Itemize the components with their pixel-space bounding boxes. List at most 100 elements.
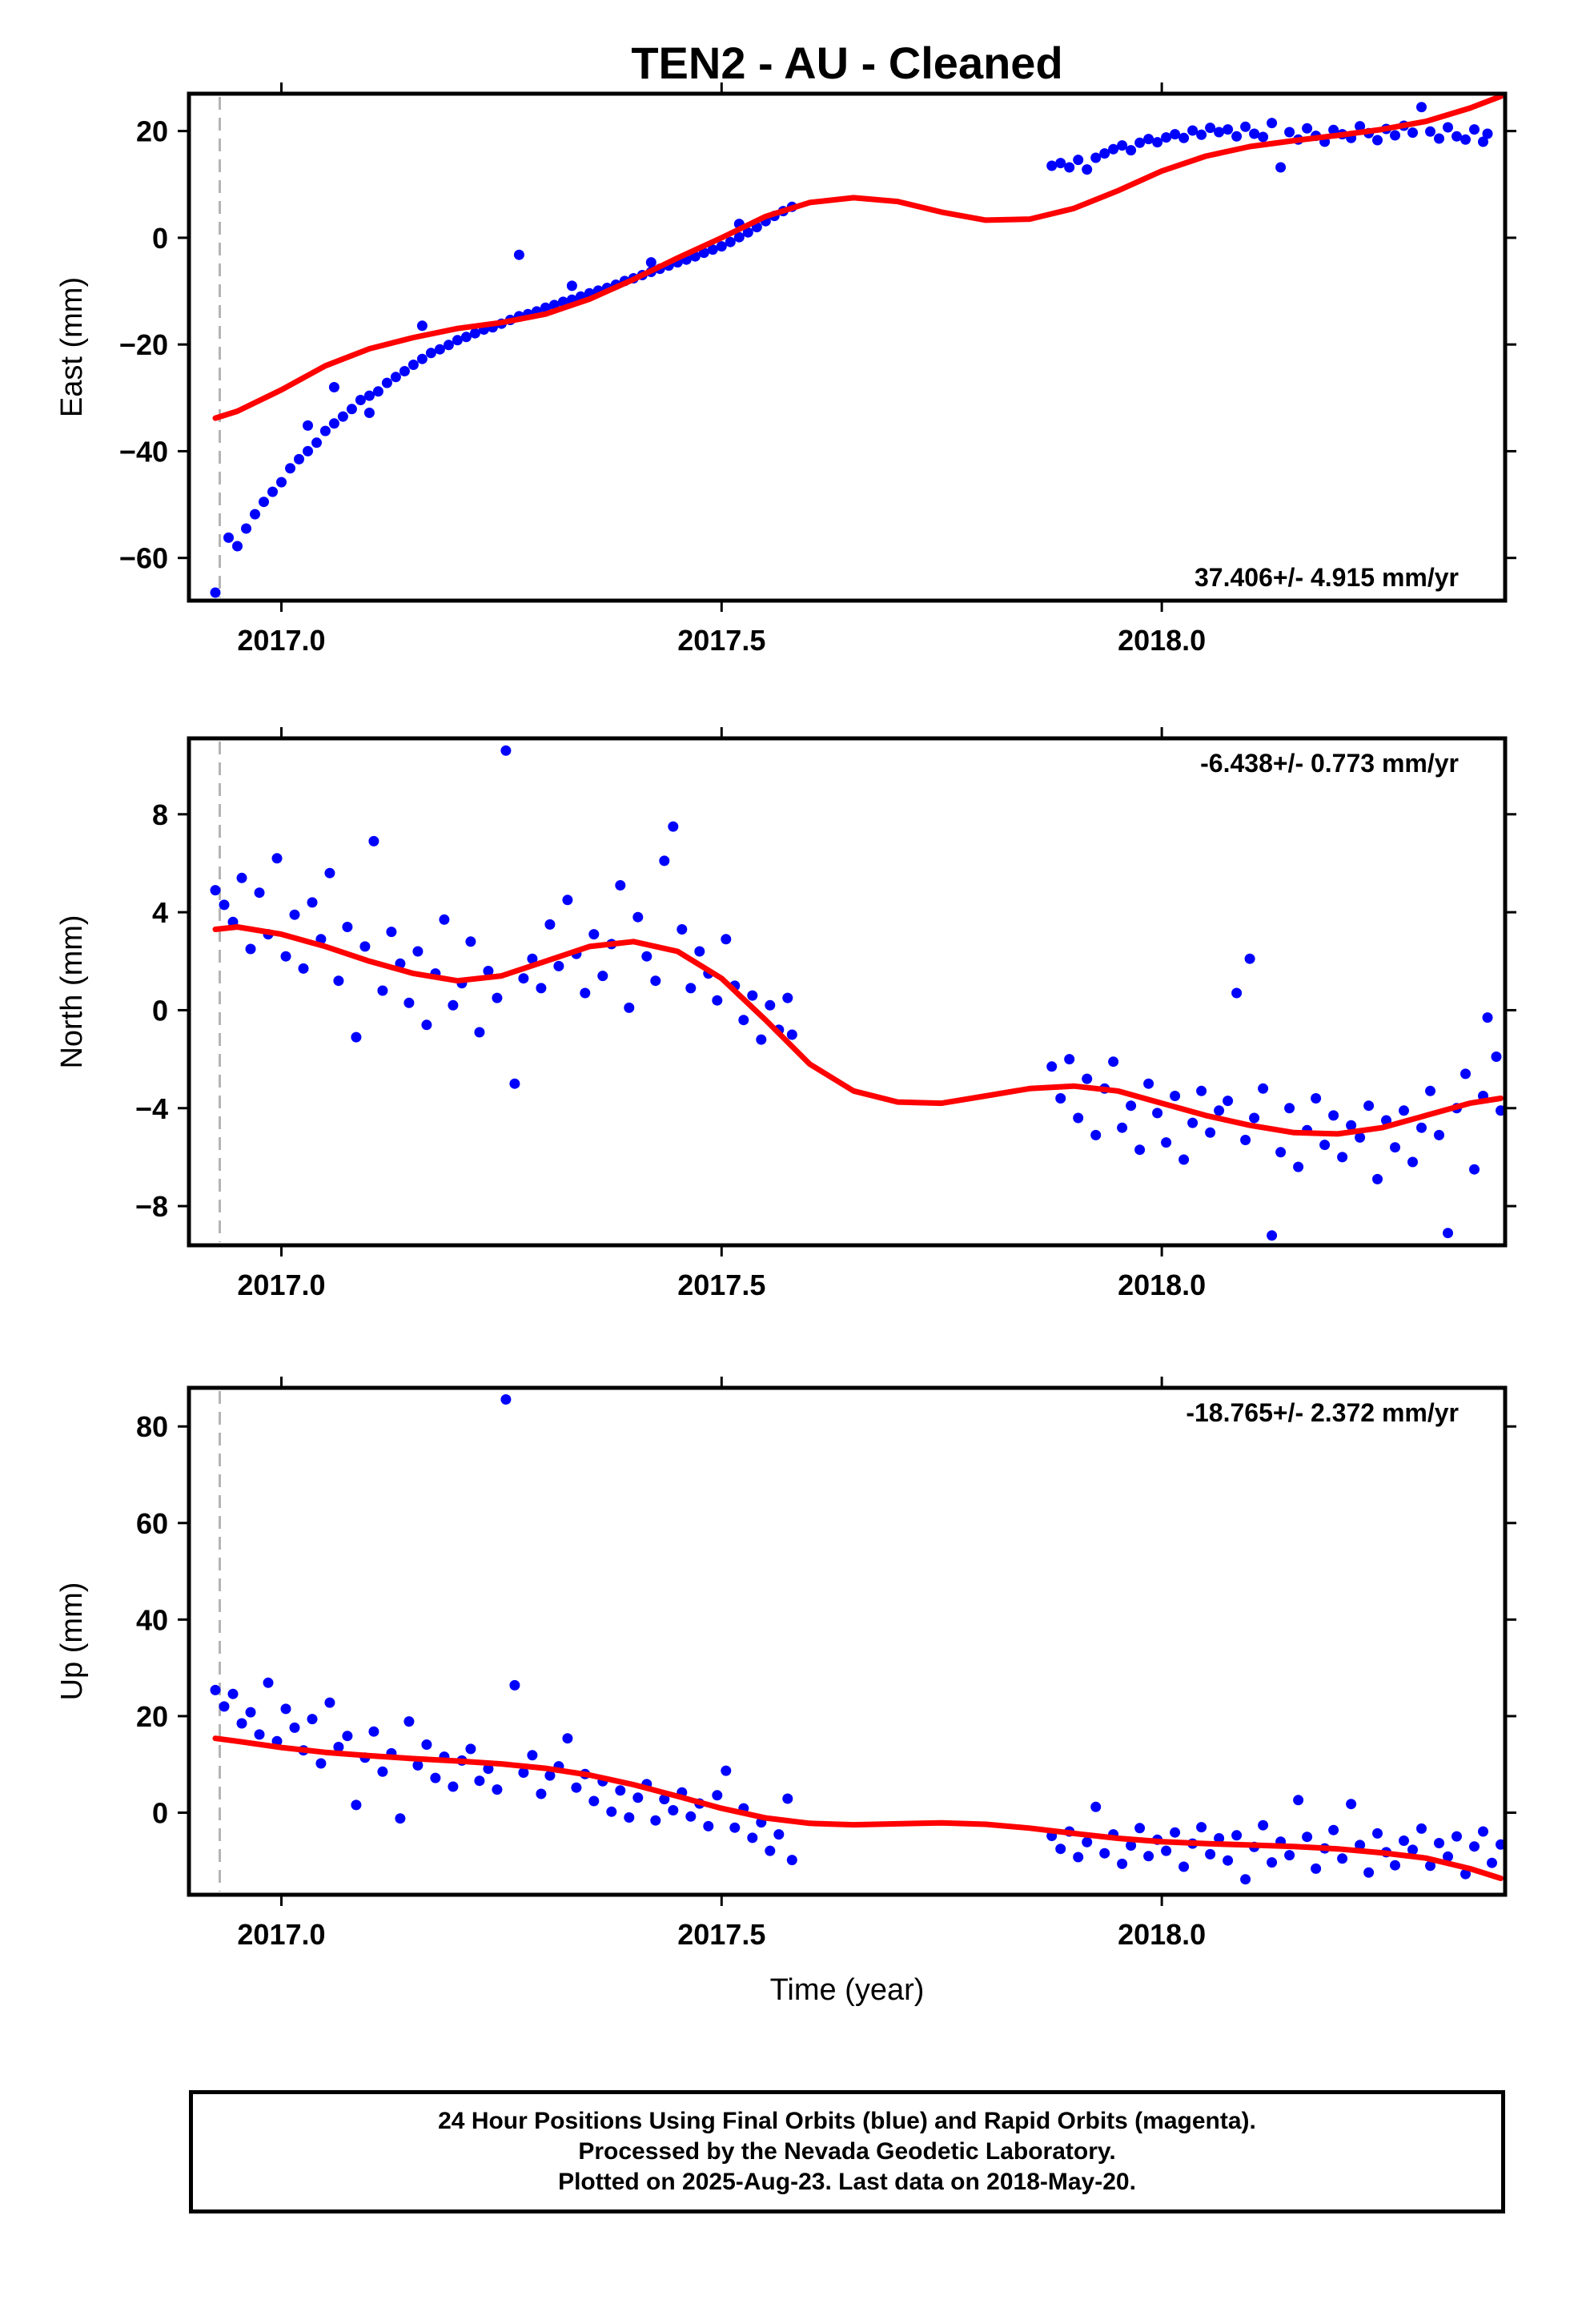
east-data-point <box>346 404 357 415</box>
north-data-point <box>500 745 512 756</box>
up-data-point <box>782 1793 793 1804</box>
up-data-point <box>1073 1852 1084 1863</box>
north-data-point <box>632 911 644 923</box>
panel-north: 2017.0 2017.5 2018.0 −8 −4 0 4 8 North (mm) -6.43… <box>55 727 1516 1301</box>
up-y-tick-label: 0 <box>152 1797 168 1830</box>
east-data-point <box>416 320 428 332</box>
east-data-point <box>311 437 322 448</box>
east-data-point <box>1046 160 1058 171</box>
east-data-point <box>1134 137 1146 148</box>
up-data-point <box>1231 1830 1243 1841</box>
east-frame <box>187 91 1508 603</box>
up-data-point <box>518 1767 529 1778</box>
north-data-point <box>1491 1051 1502 1062</box>
up-data-point <box>1469 1841 1480 1852</box>
up-rate-label: -18.765+/- 2.372 mm/yr <box>1186 1398 1459 1427</box>
north-x-tick-label: 2017.0 <box>237 1269 325 1301</box>
north-data-point <box>1196 1085 1207 1096</box>
up-data-point <box>263 1677 274 1688</box>
north-data-point <box>721 934 732 945</box>
east-data-point <box>355 395 366 405</box>
east-data-point <box>1249 128 1260 139</box>
east-data-point <box>513 249 524 260</box>
north-data-point <box>1152 1108 1163 1119</box>
up-data-point <box>1337 1853 1348 1864</box>
east-data-point <box>1223 124 1234 135</box>
east-data-point <box>1170 129 1181 140</box>
up-data-point <box>1355 1839 1366 1851</box>
north-data-point <box>712 995 723 1006</box>
east-data-point <box>460 332 472 343</box>
up-data-point <box>1416 1823 1427 1834</box>
north-data-point <box>1046 1061 1058 1072</box>
up-data-point <box>1055 1844 1066 1855</box>
east-data-point <box>1482 128 1493 139</box>
up-data-point <box>1223 1855 1234 1866</box>
up-data-point <box>765 1845 776 1856</box>
east-y-tick-label: 0 <box>152 222 168 255</box>
east-data-point <box>390 372 401 383</box>
up-data-point <box>1293 1795 1304 1806</box>
east-data-point <box>1416 102 1427 113</box>
up-data-point <box>659 1794 670 1805</box>
north-data-point <box>641 951 652 962</box>
up-data-point <box>685 1811 697 1822</box>
north-y-tick-label: −8 <box>135 1190 168 1223</box>
footer-line-2: Processed by the Nevada Geodetic Laborat… <box>578 2138 1116 2165</box>
up-y-tick-label: 60 <box>136 1507 168 1540</box>
east-data-point <box>337 411 348 422</box>
north-data-point <box>694 946 705 957</box>
east-data-point <box>434 344 445 355</box>
east-data-point <box>210 587 221 598</box>
up-data-point <box>1328 1824 1339 1835</box>
east-data-point <box>1073 155 1084 166</box>
up-data-point <box>307 1714 318 1725</box>
north-data-point <box>1496 1105 1505 1116</box>
east-data-point <box>319 425 331 436</box>
north-data-point <box>1064 1054 1075 1065</box>
up-data-point <box>1346 1799 1357 1810</box>
up-x-tick-label: 2017.5 <box>677 1918 765 1951</box>
east-data-point <box>1108 143 1119 155</box>
up-data-point <box>1258 1819 1269 1831</box>
east-data-point <box>1478 136 1488 147</box>
up-model-curve <box>212 1735 1504 1881</box>
up-data-point <box>1425 1860 1435 1872</box>
north-data-point <box>615 880 626 891</box>
up-data-point <box>773 1829 785 1840</box>
east-data-point <box>1355 121 1366 132</box>
east-data-point <box>1126 145 1137 156</box>
east-y-axis-label: East (mm) <box>55 277 89 417</box>
north-data-point <box>624 1002 635 1013</box>
north-data-point <box>210 885 221 896</box>
north-data-point <box>747 990 758 1001</box>
up-data-point <box>342 1731 353 1742</box>
north-data-point <box>298 963 309 974</box>
up-data-point <box>465 1743 476 1755</box>
up-data-point <box>500 1394 512 1405</box>
up-data-point <box>615 1785 626 1796</box>
north-data-point <box>307 897 318 908</box>
up-y-tick-label: 20 <box>136 1700 168 1733</box>
east-data-point <box>267 486 278 497</box>
panel-east: 2017.0 2017.5 2018.0 −60 −40 −20 0 20 East (mm) 3… <box>55 82 1516 657</box>
east-x-tick-label: 2017.5 <box>677 624 765 657</box>
north-data-point <box>738 1015 749 1026</box>
north-data-point <box>448 999 459 1011</box>
east-data-point <box>328 382 339 392</box>
up-data-point <box>1214 1833 1225 1844</box>
north-data-point <box>1244 953 1255 964</box>
up-data-point <box>404 1716 415 1727</box>
east-data-point <box>408 360 419 370</box>
east-data-point <box>1372 135 1383 146</box>
east-data-point <box>1469 124 1480 135</box>
up-data-point <box>377 1766 388 1777</box>
north-data-point <box>465 936 476 947</box>
east-data-point <box>1452 131 1462 142</box>
north-x-tick-label: 2017.5 <box>677 1269 765 1301</box>
up-data-point <box>351 1799 362 1811</box>
up-data-point <box>412 1759 424 1771</box>
up-data-point <box>1372 1827 1383 1839</box>
east-data-point <box>1443 122 1453 133</box>
north-data-point <box>562 895 573 906</box>
